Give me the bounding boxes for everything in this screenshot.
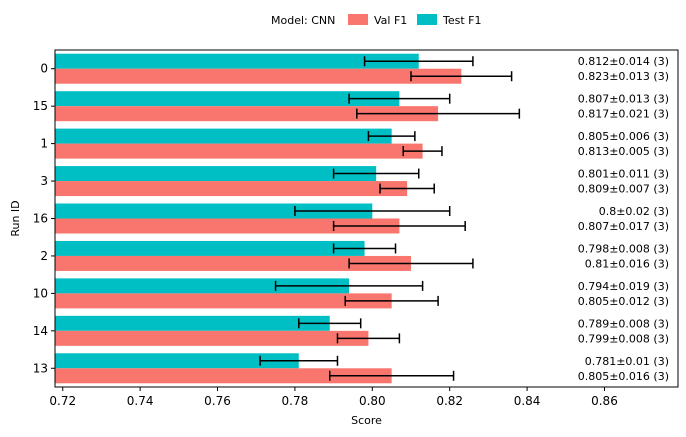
y-tick-label: 16 xyxy=(33,212,48,226)
y-tick-label: 0 xyxy=(40,62,48,76)
plot-frame xyxy=(54,49,679,388)
test-value-label: 0.794±0.019 (3) xyxy=(578,280,669,293)
val-bar xyxy=(55,68,462,84)
test-bar xyxy=(55,353,299,369)
legend-label: Test F1 xyxy=(442,14,481,27)
test-value-label: 0.812±0.014 (3) xyxy=(578,55,669,68)
x-tick-label: 0.86 xyxy=(591,394,618,408)
val-value-label: 0.805±0.012 (3) xyxy=(578,295,669,308)
test-bar xyxy=(55,53,419,69)
test-value-label: 0.798±0.008 (3) xyxy=(578,242,669,255)
test-value-label: 0.807±0.013 (3) xyxy=(578,93,669,106)
val-value-label: 0.805±0.016 (3) xyxy=(578,370,669,383)
val-value-label: 0.823±0.013 (3) xyxy=(578,70,669,83)
val-value-label: 0.817±0.021 (3) xyxy=(578,108,669,121)
test-value-label: 0.789±0.008 (3) xyxy=(578,317,669,330)
test-bar xyxy=(55,128,392,144)
x-axis-label: Score xyxy=(351,414,382,427)
value-labels-layer: 0.812±0.014 (3) 0.823±0.013 (3) 0.807±0.01… xyxy=(578,55,669,383)
x-tick-label: 0.84 xyxy=(514,394,541,408)
y-tick-label: 1 xyxy=(40,137,48,151)
val-value-label: 0.813±0.005 (3) xyxy=(578,145,669,158)
test-bar xyxy=(55,166,377,182)
test-bar xyxy=(55,203,373,219)
test-value-label: 0.801±0.011 (3) xyxy=(578,168,669,181)
val-value-label: 0.81±0.016 (3) xyxy=(585,257,669,270)
val-bar xyxy=(55,368,392,384)
legend-label: Val F1 xyxy=(374,14,407,27)
y-tick-label: 10 xyxy=(33,286,48,300)
x-ticks-layer: 0.72 0.74 0.76 0.78 0.80 0.82 0.84 0.86 xyxy=(49,387,618,408)
val-bar xyxy=(55,218,400,234)
y-tick-label: 2 xyxy=(40,249,48,263)
val-bar xyxy=(55,143,423,159)
val-value-label: 0.809±0.007 (3) xyxy=(578,183,669,196)
legend-swatch-val-f1 xyxy=(348,14,368,25)
bars-layer xyxy=(55,53,462,384)
test-value-label: 0.805±0.006 (3) xyxy=(578,130,669,143)
test-bar xyxy=(55,240,365,256)
val-bar xyxy=(55,293,392,309)
val-value-label: 0.799±0.008 (3) xyxy=(578,332,669,345)
x-tick-label: 0.76 xyxy=(204,394,231,408)
val-bar xyxy=(55,330,369,346)
y-tick-label: 15 xyxy=(33,99,48,113)
x-tick-label: 0.72 xyxy=(49,394,76,408)
val-bar xyxy=(55,106,439,122)
test-bar xyxy=(55,91,400,107)
x-tick-label: 0.80 xyxy=(359,394,386,408)
test-bar xyxy=(55,315,330,331)
val-bar xyxy=(55,255,411,271)
test-value-label: 0.8±0.02 (3) xyxy=(599,205,669,218)
legend-swatch-test-f1 xyxy=(417,14,437,25)
x-tick-label: 0.82 xyxy=(436,394,463,408)
y-tick-label: 3 xyxy=(40,174,48,188)
val-value-label: 0.807±0.017 (3) xyxy=(578,220,669,233)
y-axis-label: Run ID xyxy=(9,200,22,236)
error-bars-layer xyxy=(259,56,521,381)
test-value-label: 0.781±0.01 (3) xyxy=(585,355,669,368)
y-tick-label: 13 xyxy=(33,361,48,375)
legend: Model: CNN Val F1 Test F1 xyxy=(271,14,481,27)
val-bar xyxy=(55,181,408,197)
x-tick-label: 0.74 xyxy=(127,394,154,408)
legend-title: Model: CNN xyxy=(271,14,335,27)
x-tick-label: 0.78 xyxy=(282,394,309,408)
y-tick-label: 14 xyxy=(33,324,48,338)
